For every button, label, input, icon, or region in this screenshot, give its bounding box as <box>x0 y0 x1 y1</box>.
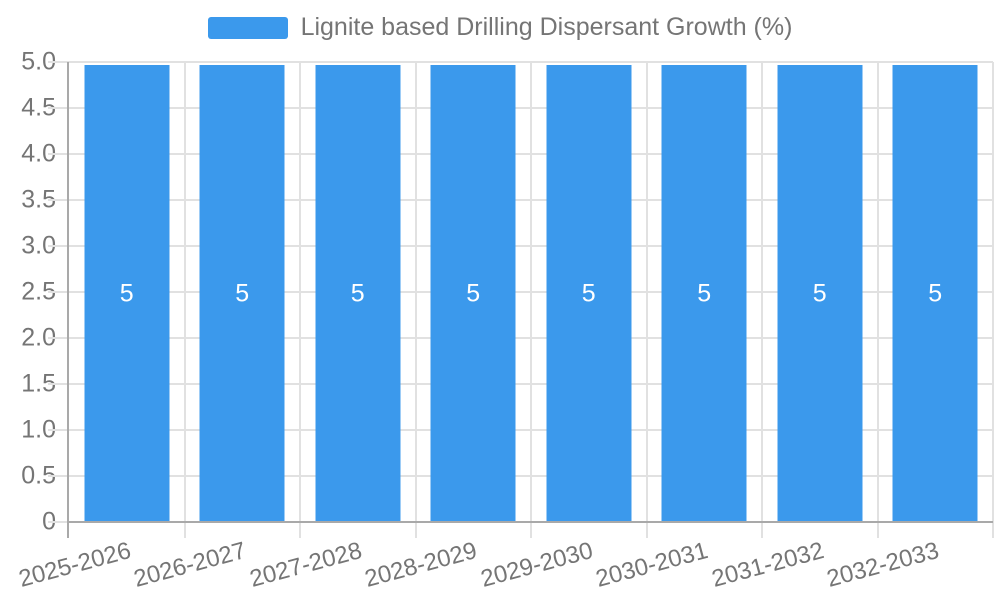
bar-value-label: 5 <box>697 279 712 307</box>
x-tick-label: 2032-2033 <box>824 537 943 593</box>
y-tick-mark <box>48 61 69 63</box>
bar-value-label: 5 <box>928 279 943 307</box>
y-tick-mark <box>48 291 69 293</box>
bar-value-label: 5 <box>581 279 596 307</box>
y-tick-mark <box>48 153 69 155</box>
bar-category-cell: 5 <box>762 62 878 522</box>
bar[interactable]: 5 <box>315 65 401 522</box>
vertical-gridline <box>183 62 186 538</box>
bar-series: 5 5 5 5 5 5 5 5 <box>69 62 993 522</box>
bar[interactable]: 5 <box>777 65 863 522</box>
bar-category-cell: 5 <box>531 62 647 522</box>
bar-value-label: 5 <box>235 279 250 307</box>
y-tick-mark <box>48 429 69 431</box>
x-tick-label: 2029-2030 <box>477 537 596 593</box>
bar-category-cell: 5 <box>300 62 416 522</box>
y-tick-mark <box>48 383 69 385</box>
vertical-gridline <box>992 62 994 538</box>
x-tick-label: 2031-2032 <box>708 537 827 593</box>
y-tick-mark <box>48 337 69 339</box>
vertical-gridline <box>761 62 763 538</box>
vertical-gridline <box>299 62 301 538</box>
y-axis-line <box>67 62 69 538</box>
x-tick-label: 2028-2029 <box>362 537 481 593</box>
x-tick-label: 2030-2031 <box>593 537 712 593</box>
bar[interactable]: 5 <box>84 65 170 522</box>
x-axis-labels: 2025-2026 2026-2027 2027-2028 2028-2029 2029… <box>16 522 993 600</box>
bar-value-label: 5 <box>350 279 365 307</box>
bar[interactable]: 5 <box>661 65 747 522</box>
vertical-gridline <box>414 62 417 538</box>
vertical-gridline <box>530 62 532 538</box>
legend-label: Lignite based Drilling Dispersant Growth… <box>300 13 793 41</box>
plot-area: 5 5 5 5 5 5 5 5 <box>48 61 994 538</box>
bar[interactable]: 5 <box>199 65 285 522</box>
vertical-gridline <box>645 62 648 538</box>
bar-category-cell: 5 <box>185 62 301 522</box>
bar-category-cell: 5 <box>416 62 532 522</box>
legend-swatch-icon <box>207 16 288 39</box>
x-tick-label: 2025-2026 <box>15 537 134 593</box>
y-tick-mark <box>48 199 69 201</box>
bar[interactable]: 5 <box>430 65 516 522</box>
bar[interactable]: 5 <box>892 65 978 522</box>
y-tick-mark <box>48 107 69 109</box>
x-tick-label: 2027-2028 <box>246 537 365 593</box>
bar-value-label: 5 <box>119 279 134 307</box>
bar-category-cell: 5 <box>878 62 994 522</box>
y-tick-mark <box>48 245 69 247</box>
bar-value-label: 5 <box>812 279 827 307</box>
bar-category-cell: 5 <box>69 62 185 522</box>
x-axis-line <box>67 521 993 523</box>
y-tick-mark <box>48 475 69 477</box>
vertical-gridline <box>876 62 879 538</box>
x-tick-label: 2026-2027 <box>131 537 250 593</box>
bar-value-label: 5 <box>466 279 481 307</box>
legend[interactable]: Lignite based Drilling Dispersant Growth… <box>0 13 1000 42</box>
bar-category-cell: 5 <box>647 62 763 522</box>
bar[interactable]: 5 <box>546 65 632 522</box>
y-tick-mark <box>48 521 69 523</box>
